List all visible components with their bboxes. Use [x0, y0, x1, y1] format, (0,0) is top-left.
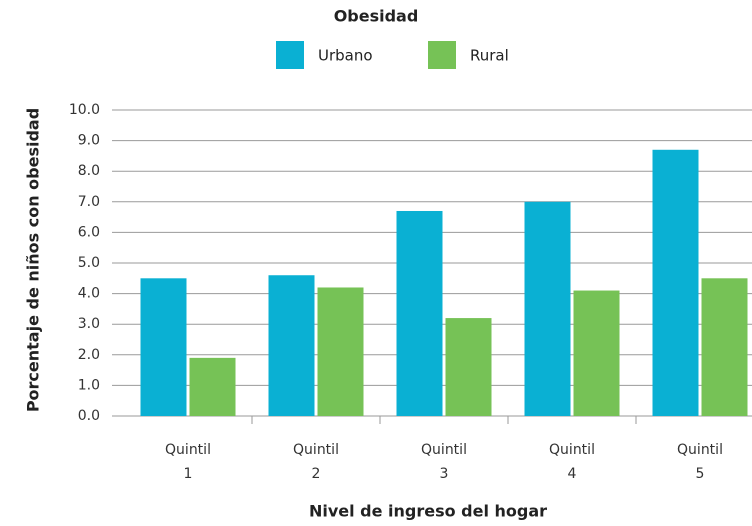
y-tick-label: 6.0 [78, 224, 100, 240]
bar [573, 290, 620, 416]
bar [701, 278, 748, 416]
bar [140, 278, 187, 416]
x-tick-label: Quintil 5 [677, 442, 723, 482]
bar [524, 201, 571, 416]
y-tick-label: 5.0 [78, 255, 100, 271]
x-tick-label: Quintil 4 [549, 442, 595, 482]
bar [396, 210, 443, 416]
y-tick-label: 8.0 [78, 163, 100, 179]
y-axis-title: Porcentaje de niños con obesidad [24, 108, 43, 412]
y-tick-label: 4.0 [78, 286, 100, 302]
y-tick-label: 1.0 [78, 377, 100, 393]
y-tick-label: 0.0 [78, 408, 100, 424]
x-axis-title: Nivel de ingreso del hogar [309, 502, 547, 521]
y-tick-label: 2.0 [78, 347, 100, 363]
y-tick-label: 3.0 [78, 316, 100, 332]
x-tick-label: Quintil 1 [165, 442, 211, 482]
x-tick-label: Quintil 3 [421, 442, 467, 482]
y-tick-label: 7.0 [78, 194, 100, 210]
legend-label: Urbano [318, 47, 373, 65]
bar [445, 318, 492, 416]
x-tick-label: Quintil 2 [293, 442, 339, 482]
legend-label: Rural [470, 47, 509, 65]
bar [189, 357, 236, 416]
bar [317, 287, 364, 416]
legend-swatch [428, 41, 456, 69]
y-tick-label: 10.0 [69, 102, 100, 118]
legend-swatch [276, 41, 304, 69]
bar [268, 275, 315, 416]
legend-title: Obesidad [334, 7, 419, 26]
y-tick-label: 9.0 [78, 133, 100, 149]
bar [652, 149, 699, 416]
